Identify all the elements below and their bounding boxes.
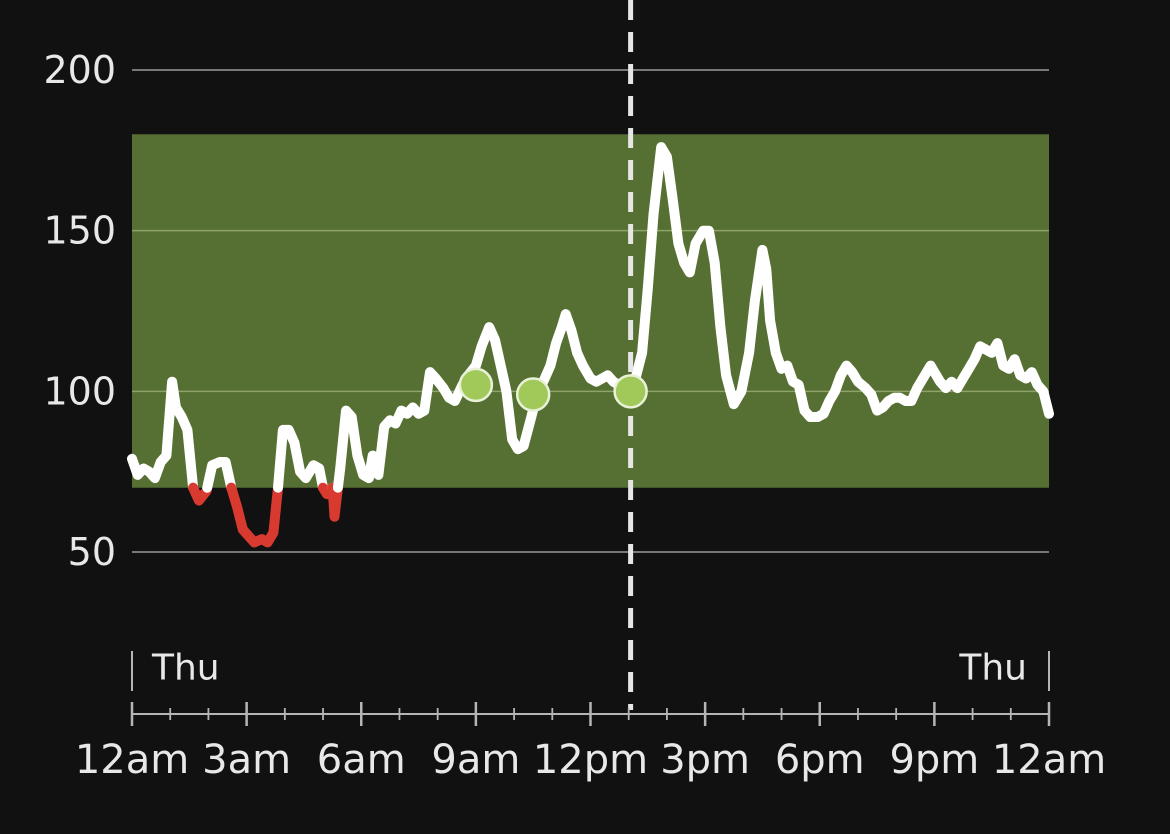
trace-segment-8 (332, 142, 1054, 493)
x-tick-label-6: 6pm (775, 737, 865, 783)
x-tick-label-0: 12am (75, 737, 189, 783)
reading-markers (458, 367, 648, 412)
trace-segment-4 (273, 424, 328, 493)
day-label-1: Thu (958, 648, 1027, 689)
y-tick-label-50: 50 (68, 530, 116, 574)
trace-segment-2 (202, 457, 237, 493)
x-tick-label-8: 12am (992, 737, 1106, 783)
x-tick-label-2: 6am (317, 737, 406, 783)
x-tick-label-4: 12pm (533, 737, 648, 783)
reading-marker-1 (515, 377, 551, 412)
reading-marker-2 (613, 374, 648, 409)
x-tick-label-1: 3am (202, 737, 291, 783)
glucose-trace (127, 142, 1054, 548)
y-tick-label-200: 200 (43, 48, 116, 92)
x-tick-label-5: 3pm (660, 737, 750, 783)
gridlines (132, 69, 1049, 553)
x-tick-label-3: 9am (431, 737, 520, 783)
reading-marker-0 (458, 367, 494, 403)
x-tick-label-7: 9pm (889, 737, 979, 783)
y-axis-tick-labels: 50 100 150 200 (43, 48, 116, 574)
day-label-0: Thu (151, 648, 220, 689)
day-labels: Thu Thu (131, 648, 1050, 691)
low-segment-7 (327, 482, 343, 522)
low-segment-3 (226, 482, 283, 548)
y-tick-label-100: 100 (43, 369, 116, 413)
x-axis: 12am 3am 6am 9am 12pm 3pm 6pm 9pm 12am (75, 702, 1106, 783)
trace-segment-0 (127, 376, 199, 493)
target-range-band (132, 134, 1049, 488)
y-tick-label-150: 150 (43, 209, 116, 253)
